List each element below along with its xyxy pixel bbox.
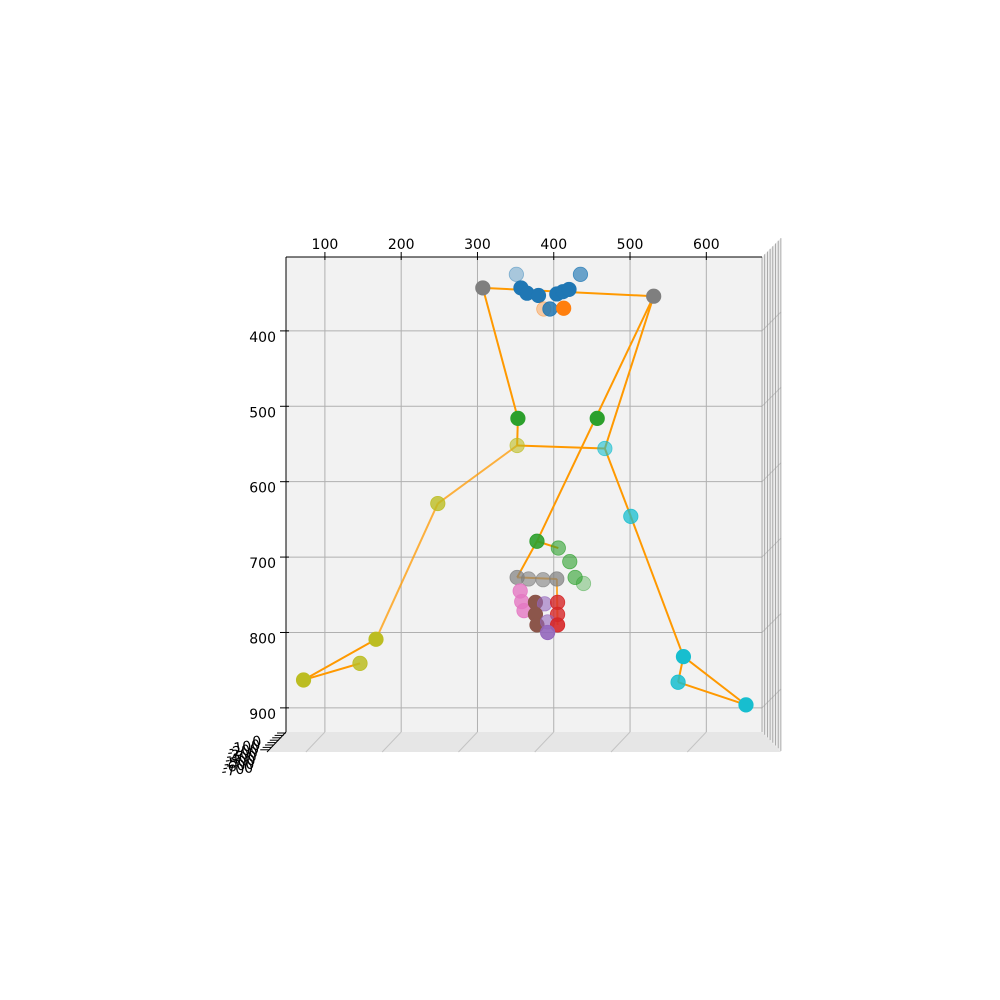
joint-point: [556, 300, 572, 316]
skeleton-line: [303, 662, 361, 681]
joint-point: [646, 288, 662, 304]
joint-point: [542, 301, 558, 317]
y-tick-label: 500: [249, 405, 276, 421]
joint-point: [572, 266, 589, 282]
skeleton-line: [437, 444, 518, 505]
joint-point: [529, 533, 545, 549]
back-pane: [286, 257, 762, 732]
skeleton-line: [517, 444, 605, 450]
joint-point: [561, 281, 577, 298]
skeleton-line: [629, 516, 685, 657]
joint-point: [508, 266, 524, 282]
gridlines: [286, 238, 782, 753]
x-tick-label: 500: [617, 237, 644, 253]
joint-point: [738, 697, 754, 713]
floor-pane: [267, 732, 781, 752]
joint-point: [589, 410, 605, 426]
skeleton-line: [375, 503, 439, 640]
floor-gridline: [305, 731, 326, 753]
floor-gridline: [686, 731, 707, 753]
skeleton-points: [295, 266, 754, 713]
skeleton-line: [682, 655, 747, 706]
z-tick-label: -100: [228, 737, 262, 757]
y-tick-label: 400: [249, 330, 276, 346]
skeleton-line: [481, 287, 519, 419]
x-tick-label: 400: [540, 237, 567, 253]
joint-point: [430, 495, 446, 512]
side-pane: [762, 238, 781, 752]
floor-gridline: [381, 731, 402, 753]
axes: 100 200 300 400 500 600 400 500 600 700 800 900 -700…: [220, 237, 762, 780]
x-tick-label: 600: [693, 237, 720, 253]
skeleton-line: [603, 448, 632, 517]
y-tick-label: 800: [249, 631, 276, 647]
z-tick-label: -500: [223, 753, 257, 773]
joint-point: [670, 674, 686, 690]
x-tick-label: 100: [312, 237, 339, 253]
z-tick-label: -600: [222, 756, 256, 776]
z-tick-label: -200: [226, 741, 260, 761]
y-tick-label: 900: [249, 707, 276, 723]
joint-point: [567, 569, 583, 586]
y-tick-label: 600: [249, 481, 276, 497]
joint-point: [510, 410, 526, 426]
skeleton-line: [603, 295, 655, 449]
joint-point: [562, 554, 578, 570]
z-tick-label: 0: [251, 734, 262, 751]
y-tick-label: 700: [249, 556, 276, 572]
joint-point: [575, 575, 592, 592]
skeleton-line: [303, 638, 377, 681]
joint-point: [520, 571, 537, 587]
floor-gridline: [534, 731, 555, 753]
joint-point: [623, 508, 639, 524]
x-tick-label: 300: [464, 237, 491, 253]
floor-gridline: [458, 731, 478, 753]
joint-point: [675, 649, 692, 665]
joint-point: [550, 540, 566, 556]
skeleton-line: [677, 681, 747, 706]
floor-gridline: [610, 731, 631, 753]
z-tick-label: -300: [225, 745, 259, 765]
joint-point: [509, 437, 525, 454]
z-tick-label: -400: [224, 749, 258, 769]
joint-point: [295, 672, 312, 688]
joint-point: [549, 571, 565, 587]
joint-point: [597, 440, 613, 457]
joint-point: [352, 655, 368, 671]
x-tick-label: 200: [388, 237, 415, 253]
z-tick-label: -700: [220, 760, 254, 780]
joint-point: [535, 572, 551, 588]
joint-point: [540, 624, 556, 641]
joint-point: [368, 631, 384, 647]
joint-point: [475, 280, 491, 296]
joint-point: [530, 287, 547, 304]
